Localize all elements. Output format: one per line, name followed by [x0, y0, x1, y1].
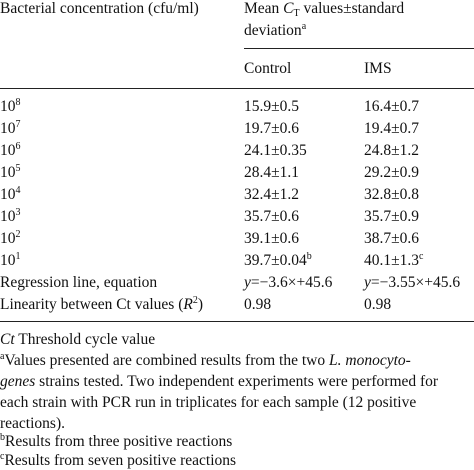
subheader-rule — [244, 48, 474, 49]
row-ims: 40.1±1.3c — [364, 251, 424, 270]
footnote-a-line1: aValues presented are combined results f… — [0, 351, 411, 370]
row-ims: 24.8±1.2 — [364, 142, 420, 159]
row-ims: 19.4±0.7 — [364, 120, 420, 137]
regression-ims: y=−3.55×+45.6 — [364, 274, 461, 291]
row-concentration: 108 — [0, 97, 21, 116]
linearity-control: 0.98 — [244, 296, 272, 313]
row-concentration: 106 — [0, 141, 21, 160]
regression-label: Regression line, equation — [0, 274, 158, 291]
linearity-ims: 0.98 — [364, 296, 392, 313]
footnote-c: cResults from seven positive reactions — [0, 451, 237, 470]
row-ims: 32.8±0.8 — [364, 186, 420, 203]
row-ims: 35.7±0.9 — [364, 208, 420, 225]
footnote-a-line3: each strain with PCR run in triplicates … — [0, 394, 417, 411]
subheader-ims: IMS — [364, 60, 392, 77]
row-ims: 16.4±0.7 — [364, 98, 420, 115]
header-concentration: Bacterial concentration (cfu/ml) — [0, 0, 199, 17]
row-control: 39.7±0.04b — [244, 251, 312, 270]
row-control: 19.7±0.6 — [244, 120, 300, 137]
footnote-a-line4: reactions). — [0, 415, 65, 432]
table-bottom-rule — [0, 321, 474, 322]
row-ims: 29.2±0.9 — [364, 164, 420, 181]
header-mean-ct: Mean CT values±standard — [244, 0, 405, 19]
row-control: 28.4±1.1 — [244, 164, 300, 181]
row-concentration: 102 — [0, 229, 21, 248]
row-concentration: 101 — [0, 251, 21, 270]
row-concentration: 105 — [0, 163, 21, 182]
row-ims: 38.7±0.6 — [364, 230, 420, 247]
row-control: 39.1±0.6 — [244, 230, 300, 247]
subheader-control: Control — [244, 60, 292, 77]
regression-control: y=−3.6×+45.6 — [244, 274, 333, 291]
row-concentration: 103 — [0, 207, 21, 226]
row-control: 15.9±0.5 — [244, 98, 300, 115]
row-concentration: 104 — [0, 185, 21, 204]
footnote-b: bResults from three positive reactions — [0, 432, 233, 451]
footnote-a-line2: genes strains tested. Two independent ex… — [0, 373, 439, 390]
footnote-ct: Ct Threshold cycle value — [0, 331, 156, 348]
linearity-label: Linearity between Ct values (R2) — [0, 295, 203, 314]
row-concentration: 107 — [0, 119, 21, 138]
row-control: 24.1±0.35 — [244, 142, 307, 159]
header-bottom-rule — [0, 88, 474, 89]
row-control: 35.7±0.6 — [244, 208, 300, 225]
row-control: 32.4±1.2 — [244, 186, 300, 203]
header-deviation: deviationa — [244, 21, 307, 40]
